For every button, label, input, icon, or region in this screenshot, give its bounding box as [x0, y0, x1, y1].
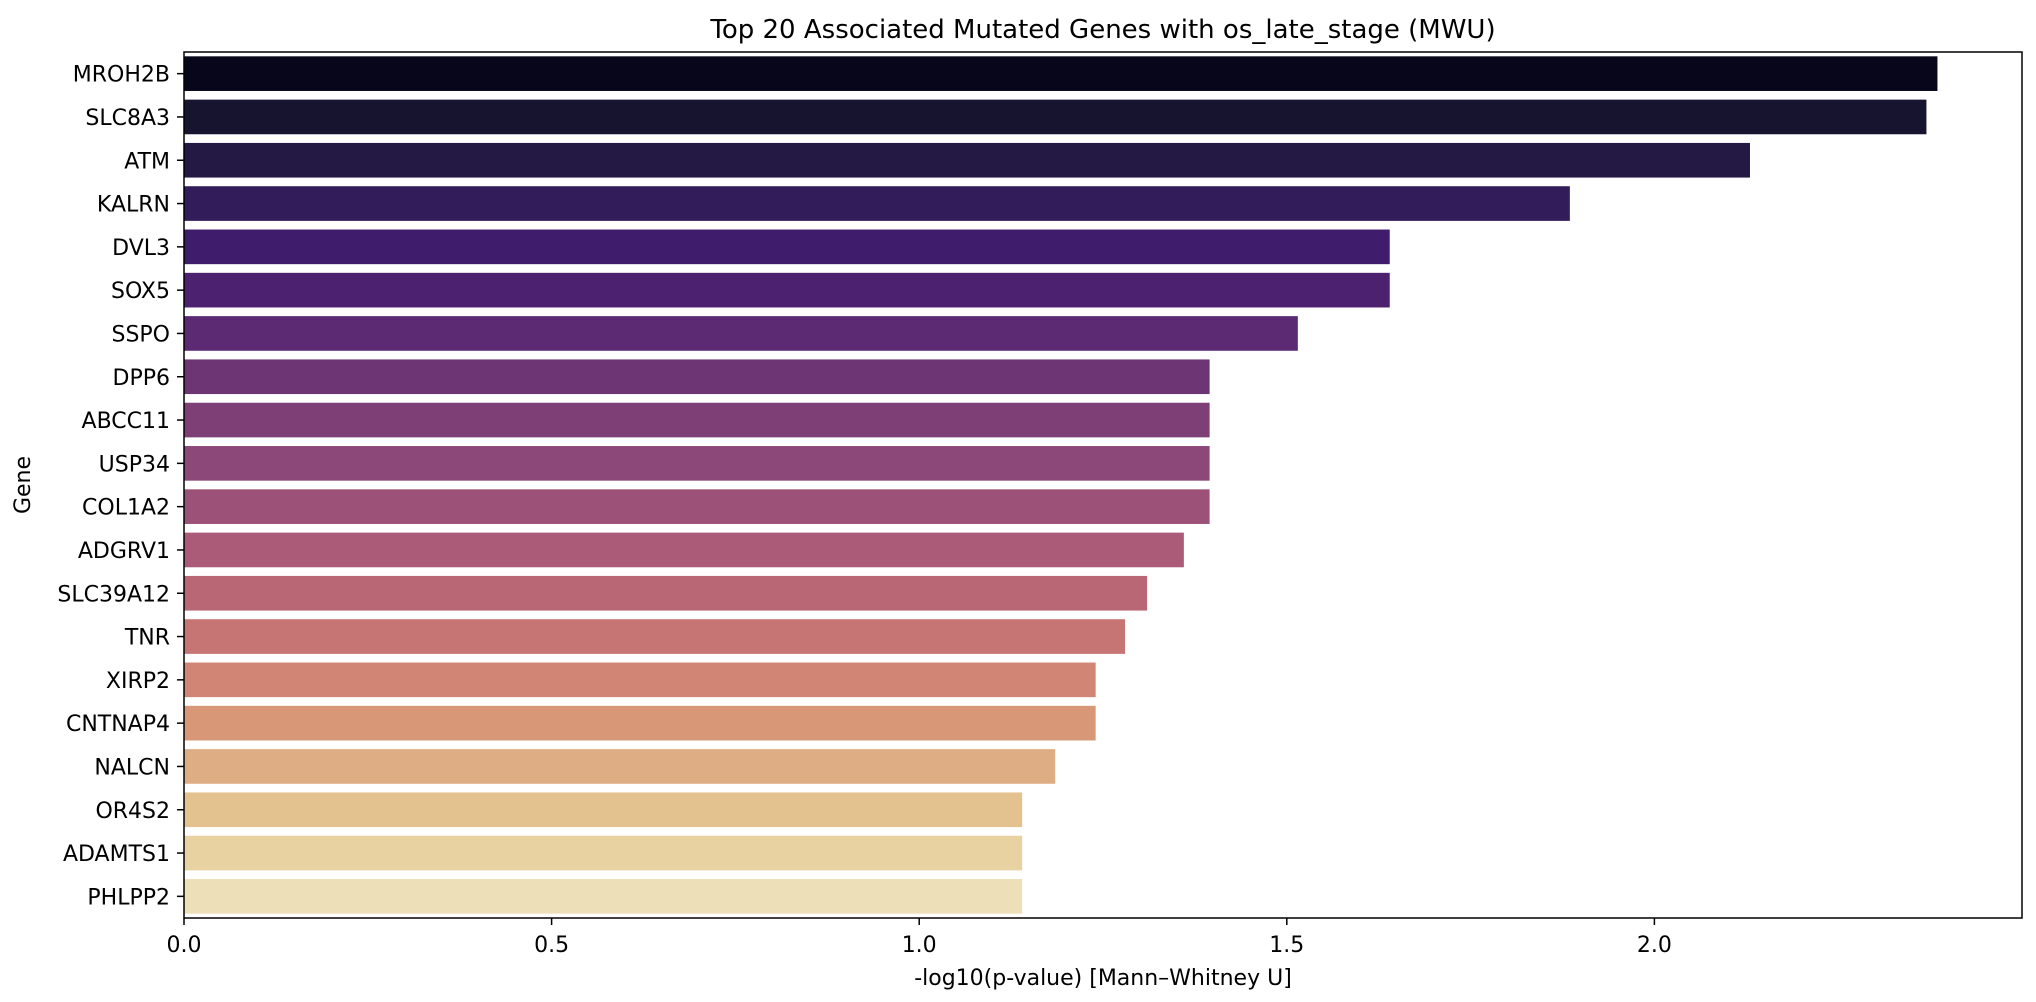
chart-title: Top 20 Associated Mutated Genes with os_… [709, 15, 1495, 45]
y-tick-label: SLC39A12 [57, 582, 170, 607]
bar-slc39a12 [184, 575, 1148, 611]
bar-abcc11 [184, 402, 1210, 438]
bar-kalrn [184, 186, 1570, 221]
bar-slc8a3 [184, 99, 1927, 135]
bar-dpp6 [184, 359, 1210, 395]
y-tick-label: TNR [124, 626, 170, 651]
bar-dvl3 [184, 229, 1390, 265]
bar-cntnap4 [184, 705, 1096, 741]
y-tick-label: SLC8A3 [85, 106, 170, 131]
bar-usp34 [184, 446, 1210, 481]
bar-col1a2 [184, 489, 1210, 524]
x-tick-label: 2.0 [1637, 933, 1672, 958]
bar-nalcn [184, 749, 1056, 784]
bar-adamts1 [184, 835, 1023, 871]
y-axis-label: Gene [11, 456, 36, 514]
plot-frame [183, 51, 2023, 919]
bar-adgrv1 [184, 532, 1184, 568]
y-axis-ticks: MROH2B SLC8A3 ATM KALRN DVL3 SOX5 SSPO DPP6 ABCC… [57, 63, 184, 910]
y-tick-label: ATM [124, 149, 170, 174]
bar-or4s2 [184, 792, 1023, 828]
x-tick-label: 1.5 [1269, 933, 1304, 958]
y-tick-label: KALRN [97, 193, 170, 218]
y-tick-label: ABCC11 [82, 409, 170, 434]
bar-xirp2 [184, 662, 1096, 698]
x-tick-label: 0.5 [534, 933, 569, 958]
x-tick-label: 1.0 [902, 933, 937, 958]
y-tick-label: CNTNAP4 [66, 712, 170, 737]
y-tick-label: ADAMTS1 [63, 842, 170, 867]
y-tick-label: PHLPP2 [87, 885, 170, 910]
bars-group [184, 56, 1938, 914]
y-tick-label: NALCN [94, 755, 170, 780]
x-axis-label: -log10(p-value) [Mann–Whitney U] [914, 966, 1292, 991]
y-tick-label: DPP6 [113, 366, 170, 391]
y-tick-label: XIRP2 [106, 669, 170, 694]
y-tick-label: USP34 [99, 452, 170, 477]
x-axis-ticks: 0.0 0.5 1.0 1.5 2.0 [167, 918, 1672, 958]
y-tick-label: SSPO [111, 322, 170, 347]
y-tick-label: COL1A2 [82, 496, 170, 521]
y-tick-label: ADGRV1 [78, 539, 170, 564]
x-tick-label: 0.0 [167, 933, 202, 958]
bar-phlpp2 [184, 879, 1023, 914]
y-tick-label: SOX5 [111, 279, 170, 304]
bar-sox5 [184, 272, 1390, 308]
bar-atm [184, 142, 1750, 178]
bar-mroh2b [184, 56, 1938, 91]
bar-sspo [184, 316, 1298, 351]
bar-tnr [184, 619, 1126, 654]
y-tick-label: MROH2B [73, 63, 170, 88]
y-tick-label: DVL3 [112, 236, 170, 261]
y-tick-label: OR4S2 [95, 799, 170, 824]
